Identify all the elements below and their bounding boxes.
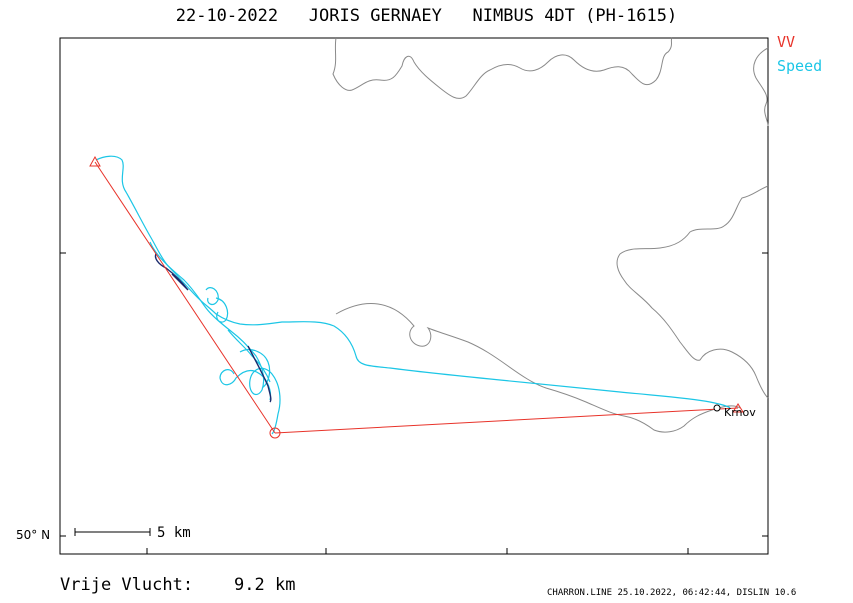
flight-track-speed-loops [149,241,281,435]
credits: CHARRON.LINE 25.10.2022, 06:42:44, DISLI… [547,588,797,598]
start-marker [89,155,101,167]
flight-title: 22-10-2022 JORIS GERNAEY NIMBUS 4DT (PH-… [175,6,678,26]
finish-marker [732,403,744,413]
task-lines [94,161,739,434]
turnpoint-marker [269,427,281,439]
distance-label: Vrije Vlucht: [60,575,194,595]
town-label-krnov: Krnov [724,406,756,419]
flight-track-speed [95,155,731,409]
scale-bar [74,528,151,536]
scale-label: 5 km [157,525,191,541]
distance-summary: Vrije Vlucht: 9.2 km [60,575,295,595]
latitude-label: 50° N [16,528,51,542]
flight-track-dark [154,253,272,403]
axis-ticks [60,252,768,554]
map-frame [59,37,769,555]
legend-vv: VV [777,33,796,51]
country-border-south [335,303,741,433]
town-marker [713,404,721,412]
country-border [332,37,769,127]
distance-value: 9.2 km [234,575,296,595]
legend-speed: Speed [777,57,823,75]
country-border-east [616,185,769,399]
